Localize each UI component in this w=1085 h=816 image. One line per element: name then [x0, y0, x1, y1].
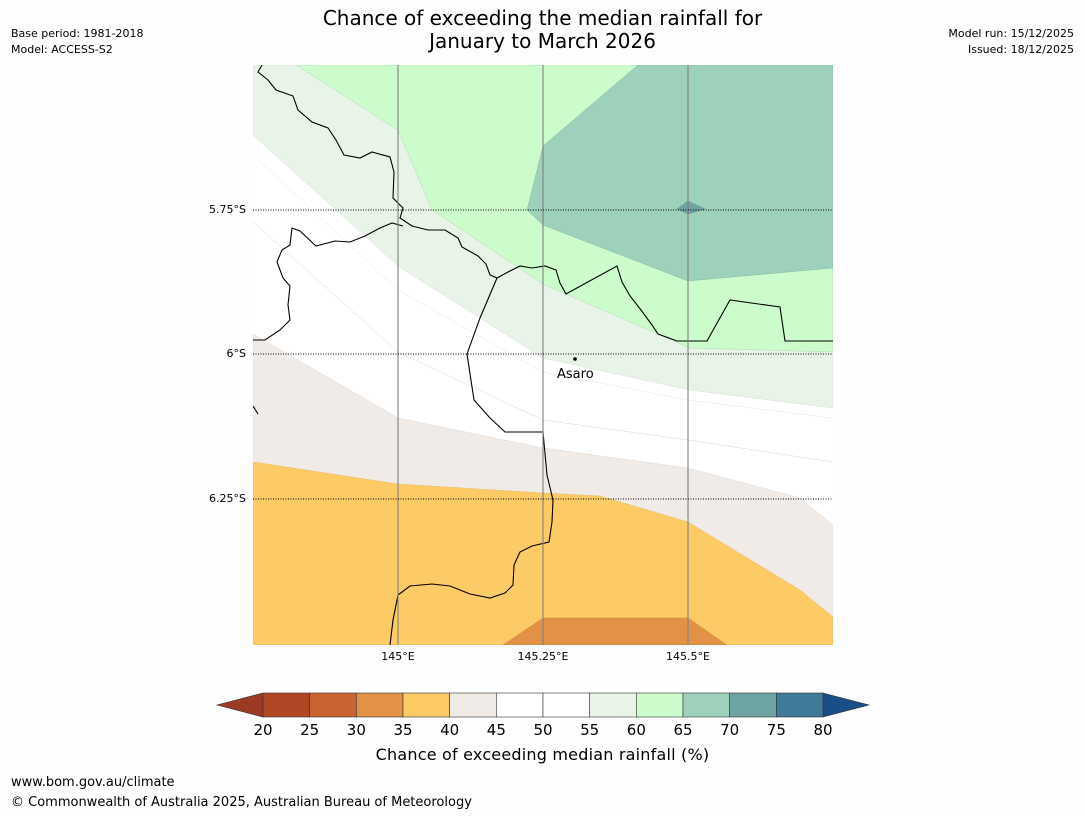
colorbar-swatch [262, 692, 310, 718]
boundary-line [257, 65, 833, 342]
colorbar-tick-label: 75 [767, 721, 786, 739]
model-text: Model: ACCESS-S2 [11, 43, 113, 56]
colorbar-tick-label: 80 [813, 721, 832, 739]
colorbar-swatch [636, 692, 684, 718]
colorbar-under-triangle [215, 692, 264, 718]
band-65-70 [526, 65, 833, 282]
map-title: Chance of exceeding the median rainfall … [0, 7, 1085, 53]
colorbar: 20 25 30 35 40 45 50 55 60 65 70 75 80 [215, 692, 871, 739]
colorbar-tick-label: 40 [440, 721, 459, 739]
colorbar-tick-label: 20 [253, 721, 272, 739]
issued-text: Issued: 18/12/2025 [967, 43, 1074, 56]
colorbar-title: Chance of exceeding median rainfall (%) [375, 745, 710, 764]
colorbar-swatch [542, 692, 590, 718]
colorbar-swatch [729, 692, 777, 718]
colorbar-swatch [356, 692, 404, 718]
colorbar-tick-label: 30 [347, 721, 366, 739]
colorbar-swatch [402, 692, 450, 718]
colorbar-tick-label: 65 [673, 721, 692, 739]
title-line-1: Chance of exceeding the median rainfall … [322, 6, 763, 30]
lon-label: 145°E [381, 650, 414, 663]
lon-label: 145.25°E [518, 650, 569, 663]
colorbar-tick-label: 25 [300, 721, 319, 739]
colorbar-tick-label: 70 [720, 721, 739, 739]
base-period-text: Base period: 1981-2018 [11, 27, 144, 40]
rainfall-probability-map [253, 65, 833, 645]
colorbar-swatch [496, 692, 544, 718]
colorbar-tick-label: 50 [533, 721, 552, 739]
footer-url: www.bom.gov.au/climate [11, 775, 175, 790]
colorbar-swatch [309, 692, 357, 718]
meta-right: Model run: 15/12/2025 Issued: 18/12/2025 [948, 26, 1074, 58]
boundary-line [253, 405, 259, 415]
colorbar-over-triangle [822, 692, 871, 718]
boundary-line [389, 277, 554, 645]
place-marker-icon [573, 357, 577, 361]
colorbar-swatch [589, 692, 637, 718]
colorbar-tick-label: 35 [393, 721, 412, 739]
colorbar-tick-label: 45 [487, 721, 506, 739]
lat-label: 6.25°S [209, 492, 246, 505]
title-line-2: January to March 2026 [429, 29, 656, 53]
place-label: Asaro [557, 367, 594, 382]
model-run-text: Model run: 15/12/2025 [948, 27, 1074, 40]
colorbar-swatch [682, 692, 730, 718]
band-70-75 [676, 200, 706, 215]
colorbar-swatch [449, 692, 497, 718]
boundary-line [253, 222, 404, 341]
colorbar-swatch [776, 692, 824, 718]
meta-left: Base period: 1981-2018 Model: ACCESS-S2 [11, 26, 143, 58]
lat-label: 6°S [227, 347, 246, 360]
colorbar-tick-label: 60 [627, 721, 646, 739]
lat-label: 5.75°S [209, 203, 246, 216]
colorbar-tick-label: 55 [580, 721, 599, 739]
lon-label: 145.5°E [666, 650, 710, 663]
footer-copyright: © Commonwealth of Australia 2025, Austra… [11, 795, 472, 810]
